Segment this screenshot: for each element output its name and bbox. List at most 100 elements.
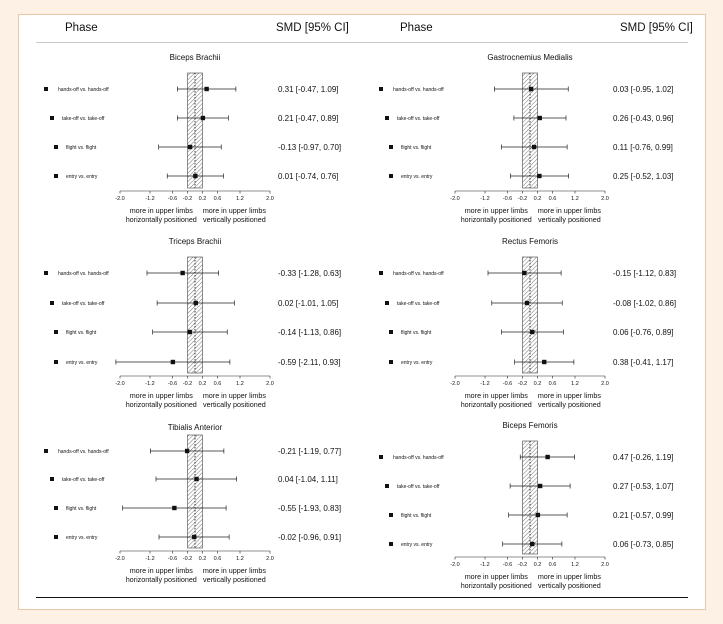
row-label: hands-off vs. hands-off xyxy=(58,449,109,455)
x-tick-label: -1.2 xyxy=(145,196,154,202)
x-tick-label: 0.6 xyxy=(214,196,222,202)
smd-ci-text: 0.06 [-0.73, 0.85] xyxy=(613,540,674,549)
x-tick-label: -0.2 xyxy=(518,381,527,387)
x-tick-label: 2.0 xyxy=(266,381,274,387)
smd-ci-text: -0.08 [-1.02, 0.86] xyxy=(613,299,676,308)
x-tick-label: 0.2 xyxy=(199,196,207,202)
right-direction-label: vertically positioned xyxy=(203,400,266,409)
point-estimate xyxy=(192,534,197,540)
x-tick-label: 0.2 xyxy=(534,381,542,387)
x-tick-label: -1.2 xyxy=(145,381,154,387)
x-tick-label: -0.6 xyxy=(503,562,512,568)
row-label: take-off vs. take-off xyxy=(397,484,440,490)
row-label: flight vs. flight xyxy=(401,330,432,336)
triceps-brachii-title: Triceps Brachii xyxy=(169,237,222,246)
row-marker xyxy=(54,506,58,510)
smd-ci-text: 0.21 [-0.47, 0.89] xyxy=(278,114,339,123)
x-tick-label: -0.6 xyxy=(168,381,177,387)
smd-ci-text: 0.26 [-0.43, 0.96] xyxy=(613,114,674,123)
x-tick-label: 0.6 xyxy=(214,556,222,562)
right-direction-label: more in upper limbs xyxy=(203,566,267,575)
smd-ci-text: -0.59 [-2.11, 0.93] xyxy=(278,358,341,367)
row-marker xyxy=(385,116,389,120)
row-marker xyxy=(54,535,58,539)
x-tick-label: 1.2 xyxy=(571,562,579,568)
row-label: entry vs. entry xyxy=(66,535,98,541)
x-tick-label: -0.2 xyxy=(518,562,527,568)
x-tick-label: 1.2 xyxy=(236,556,244,562)
right-direction-label: more in upper limbs xyxy=(538,391,602,400)
point-estimate xyxy=(187,144,193,150)
x-tick-label: -0.2 xyxy=(183,381,192,387)
point-estimate xyxy=(193,173,198,179)
x-tick-label: -0.2 xyxy=(518,196,527,202)
x-tick-label: -2.0 xyxy=(115,196,124,202)
right-direction-label: vertically positioned xyxy=(538,400,601,409)
left-direction-label: horizontally positioned xyxy=(126,400,197,409)
x-tick-label: -0.6 xyxy=(503,381,512,387)
row-label: hands-off vs. hands-off xyxy=(393,87,444,93)
right-direction-label: vertically positioned xyxy=(203,575,266,584)
x-tick-label: -2.0 xyxy=(115,381,124,387)
row-label: entry vs. entry xyxy=(401,174,433,180)
smd-ci-text: 0.38 [-0.41, 1.17] xyxy=(613,358,674,367)
row-label: hands-off vs. hands-off xyxy=(393,271,444,277)
left-direction-label: horizontally positioned xyxy=(461,215,532,224)
point-estimate xyxy=(522,270,527,276)
row-marker xyxy=(50,477,54,481)
point-estimate xyxy=(542,359,547,365)
point-estimate xyxy=(193,300,198,306)
point-estimate xyxy=(204,86,209,92)
row-marker xyxy=(389,174,393,178)
x-tick-label: -0.2 xyxy=(183,196,192,202)
right-smd-header: SMD [95% CI] xyxy=(620,22,693,34)
row-label: flight vs. flight xyxy=(401,145,432,151)
point-estimate xyxy=(524,300,530,306)
smd-ci-text: -0.21 [-1.19, 0.77] xyxy=(278,447,341,456)
row-marker xyxy=(44,87,48,91)
smd-ci-text: 0.25 [-0.52, 1.03] xyxy=(613,172,674,181)
x-tick-label: 2.0 xyxy=(266,556,274,562)
smd-ci-text: -0.02 [-0.96, 0.91] xyxy=(278,533,341,542)
left-direction-label: more in upper limbs xyxy=(465,391,529,400)
left-direction-label: horizontally positioned xyxy=(461,581,532,590)
point-estimate xyxy=(545,454,550,460)
row-marker xyxy=(379,271,383,275)
row-marker xyxy=(379,455,383,459)
point-estimate xyxy=(537,483,543,489)
row-marker xyxy=(379,87,383,91)
row-marker xyxy=(44,449,48,453)
point-estimate xyxy=(184,448,190,454)
footer-rule xyxy=(36,597,688,598)
point-estimate xyxy=(528,86,534,92)
row-marker xyxy=(389,513,393,517)
row-label: entry vs. entry xyxy=(66,174,98,180)
x-tick-label: 2.0 xyxy=(601,381,609,387)
left-direction-label: more in upper limbs xyxy=(130,566,194,575)
right-direction-label: more in upper limbs xyxy=(203,206,267,215)
x-tick-label: -1.2 xyxy=(480,196,489,202)
row-label: flight vs. flight xyxy=(66,330,97,336)
left-direction-label: more in upper limbs xyxy=(465,572,529,581)
right-direction-label: more in upper limbs xyxy=(538,206,602,215)
smd-ci-text: -0.14 [-1.13, 0.86] xyxy=(278,328,341,337)
smd-ci-text: 0.31 [-0.47, 1.09] xyxy=(278,85,339,94)
row-label: hands-off vs. hands-off xyxy=(58,271,109,277)
smd-ci-text: -0.13 [-0.97, 0.70] xyxy=(278,143,341,152)
left-direction-label: more in upper limbs xyxy=(130,206,194,215)
point-estimate xyxy=(537,173,542,179)
point-estimate xyxy=(537,115,542,121)
x-tick-label: -2.0 xyxy=(450,196,459,202)
point-estimate xyxy=(172,505,177,511)
x-tick-label: 1.2 xyxy=(571,196,579,202)
figure-panel xyxy=(18,14,706,610)
smd-ci-text: 0.04 [-1.04, 1.11] xyxy=(278,475,338,484)
right-direction-label: more in upper limbs xyxy=(203,391,267,400)
point-estimate xyxy=(187,329,192,335)
row-label: take-off vs. take-off xyxy=(62,301,105,307)
point-estimate xyxy=(535,512,541,518)
x-tick-label: 1.2 xyxy=(236,196,244,202)
row-label: entry vs. entry xyxy=(401,542,433,548)
x-tick-label: -2.0 xyxy=(450,381,459,387)
